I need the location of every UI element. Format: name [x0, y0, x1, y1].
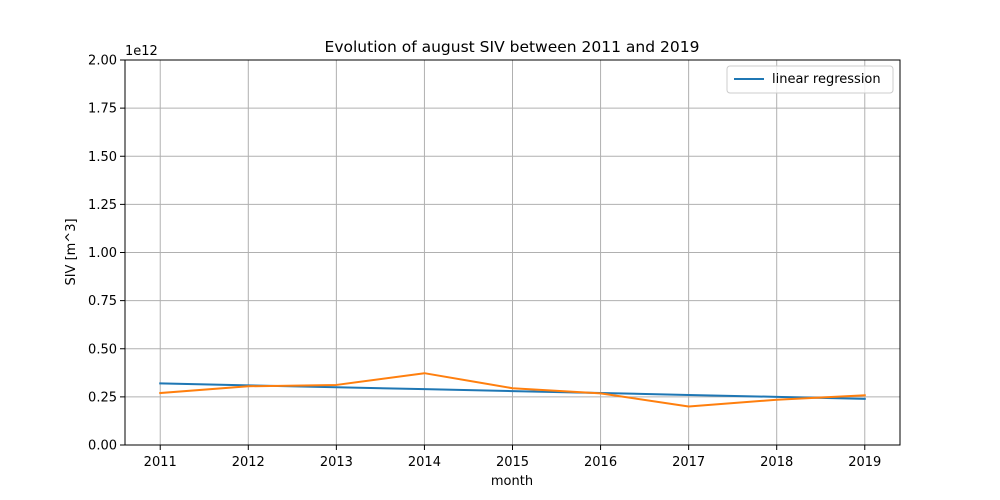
ticks: 2011 2012 2013 2014 2015 2016 2017 2018 2019 0.00… — [88, 54, 881, 471]
y-tick-label: 0.50 — [88, 342, 117, 357]
x-tick-label: 2014 — [408, 455, 441, 470]
y-tick-label: 1.50 — [88, 150, 117, 165]
x-tick-label: 2011 — [144, 455, 177, 470]
y-tick-label: 0.25 — [88, 390, 117, 405]
y-offset-label: 1e12 — [125, 44, 158, 59]
chart-title: Evolution of august SIV between 2011 and… — [325, 38, 700, 56]
legend-box — [726, 65, 894, 94]
x-tick-label: 2015 — [496, 455, 529, 470]
x-tick-label: 2012 — [232, 455, 265, 470]
series-line-series-2 — [159, 372, 866, 408]
legend: linear regression — [726, 65, 894, 94]
series-layer — [159, 372, 866, 408]
x-axis-label: month — [491, 474, 533, 489]
x-tick-label: 2018 — [760, 455, 793, 470]
y-axis-label: SIV [m^3] — [64, 218, 79, 285]
legend-label-linear-regression: linear regression — [772, 72, 881, 87]
y-tick-label: 0.00 — [88, 439, 117, 454]
x-tick-label: 2016 — [584, 455, 617, 470]
y-tick-label: 0.75 — [88, 294, 117, 309]
x-tick-label: 2013 — [320, 455, 353, 470]
x-tick-label: 2019 — [848, 455, 881, 470]
y-tick-label: 1.00 — [88, 246, 117, 261]
y-tick-label: 1.25 — [88, 198, 117, 213]
y-tick-label: 1.75 — [88, 102, 117, 117]
x-tick-label: 2017 — [672, 455, 705, 470]
y-tick-label: 2.00 — [88, 54, 117, 69]
